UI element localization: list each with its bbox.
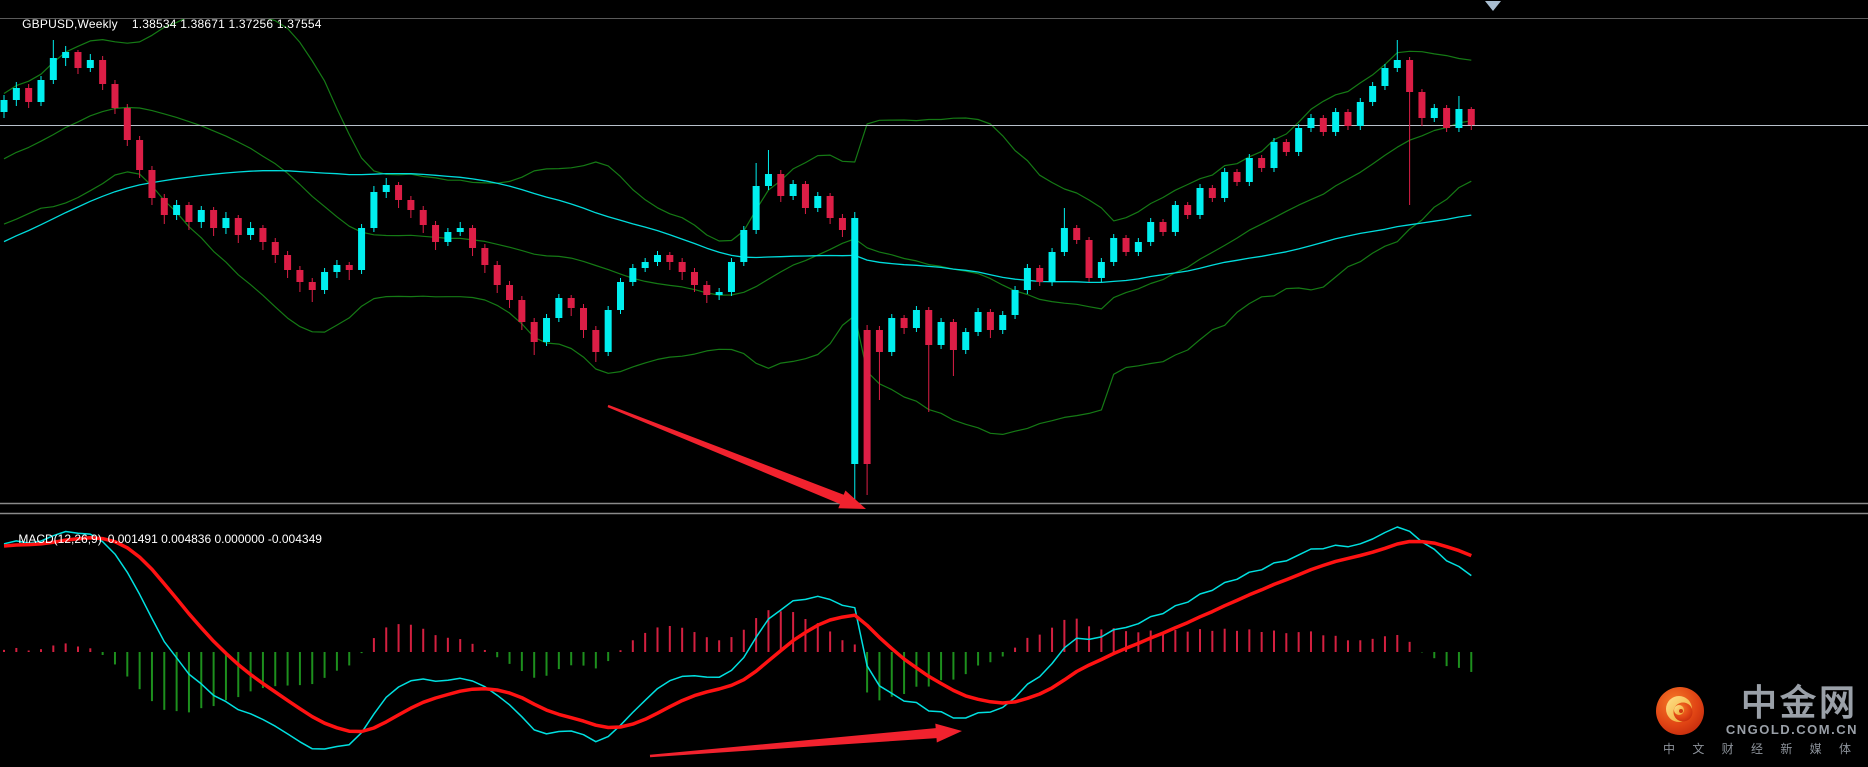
annotation-arrow[interactable] (649, 723, 962, 758)
watermark-domain: CNGOLD.COM.CN (1725, 722, 1858, 737)
macd-indicator-label: MACD(12,26,9) 0.001491 0.004836 0.000000 … (5, 518, 322, 560)
annotation-arrow[interactable] (607, 404, 866, 509)
cngold-logo-icon (1655, 687, 1704, 735)
watermark: 中金网 CNGOLD.COM.CN 中 文 财 经 新 媒 体 (1655, 682, 1858, 757)
ohlc-values: 1.38534 1.38671 1.37256 1.37554 (131, 17, 322, 31)
macd-values: 0.001491 0.004836 0.000000 -0.004349 (107, 532, 322, 546)
macd-name: MACD(12,26,9) (18, 532, 102, 546)
watermark-tagline: 中 文 财 经 新 媒 体 (1662, 742, 1858, 756)
watermark-brand: 中金网 (1740, 682, 1858, 723)
symbol-period-label: GBPUSD,Weekly (22, 17, 118, 31)
chart-shift-marker-icon[interactable] (1485, 1, 1501, 11)
chart-title: GBPUSD,Weekly 1.38534 1.38671 1.37256 1.3… (8, 3, 322, 45)
